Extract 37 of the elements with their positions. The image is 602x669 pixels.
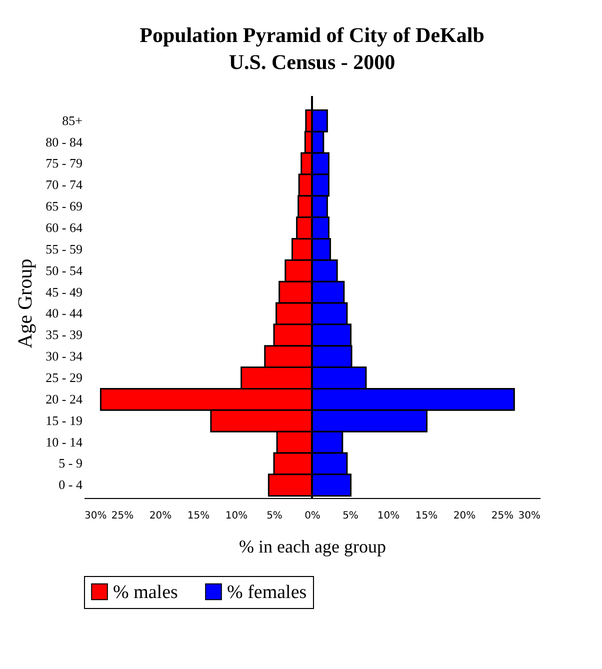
y-tick-label: 5 - 9 (58, 456, 82, 471)
chart-title: Population Pyramid of City of DeKalb (140, 23, 484, 47)
legend-label: % males (113, 582, 178, 603)
x-tick-label: 25% (491, 510, 514, 522)
y-tick-label: 65 - 69 (46, 198, 82, 214)
y-tick-label: 40 - 44 (46, 306, 83, 321)
y-tick-label: 20 - 24 (46, 391, 83, 406)
x-tick-label: 20% (453, 510, 476, 522)
x-tick-label: 15% (415, 510, 438, 522)
y-tick-label: 75 - 79 (46, 156, 82, 171)
y-tick-label: 70 - 74 (46, 177, 83, 192)
x-tick-label: 0% (304, 510, 320, 522)
x-tick-label: 5% (342, 510, 358, 522)
x-tick-label: 30% (518, 510, 540, 522)
x-tick-label: 15% (187, 510, 210, 522)
y-tick-label: 85+ (62, 112, 82, 128)
y-tick-label: 45 - 49 (46, 284, 82, 300)
y-axis-title: Age Group (14, 258, 37, 348)
y-tick-label: 15 - 19 (46, 412, 82, 428)
y-tick-label: 30 - 34 (46, 348, 83, 364)
x-tick-label: 20% (149, 510, 172, 522)
x-tick-label: 10% (225, 510, 248, 522)
y-tick-label: 0 - 4 (58, 477, 83, 492)
x-tick-label: 5% (266, 510, 282, 522)
x-axis-title: % in each age group (239, 536, 386, 556)
y-tick-label: 25 - 29 (46, 370, 82, 385)
x-tick-label: 10% (377, 510, 400, 522)
chart-subtitle: U.S. Census - 2000 (228, 50, 396, 74)
y-tick-label: 35 - 39 (46, 327, 82, 342)
x-tick-label: 25% (111, 510, 134, 522)
y-tick-label: 50 - 54 (46, 262, 83, 278)
y-tick-label: 55 - 59 (46, 241, 82, 256)
legend-label: % females (227, 582, 307, 603)
y-tick-label: 10 - 14 (46, 434, 83, 450)
x-tick-label: 30% (84, 510, 107, 522)
y-tick-label: 80 - 84 (46, 134, 83, 150)
y-tick-label: 60 - 64 (46, 220, 83, 235)
